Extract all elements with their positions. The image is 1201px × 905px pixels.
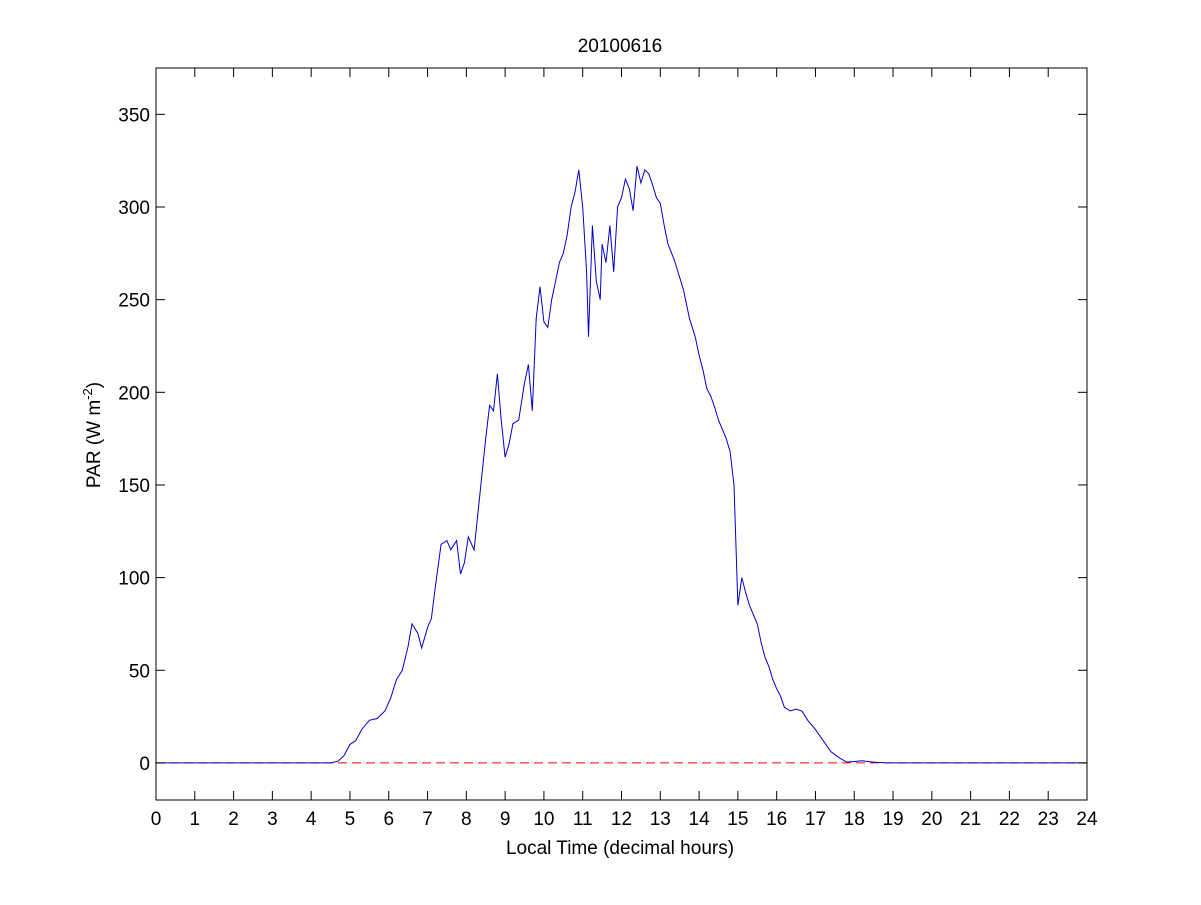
x-tick-label: 15 <box>727 809 748 830</box>
x-tick-label: 17 <box>805 809 826 830</box>
x-tick-label: 5 <box>345 809 356 830</box>
x-tick-label: 8 <box>461 809 472 830</box>
y-axis-label-main: PAR (W m <box>84 400 105 488</box>
x-tick-label: 23 <box>1038 809 1059 830</box>
chart-title: 20100616 <box>578 36 663 57</box>
x-tick-label: 21 <box>960 809 981 830</box>
y-tick-label: 250 <box>118 291 150 312</box>
y-tick-label: 0 <box>139 754 150 775</box>
x-tick-label: 12 <box>611 809 632 830</box>
x-tick-label: 10 <box>533 809 554 830</box>
x-tick-label: 16 <box>766 809 787 830</box>
x-tick-label: 22 <box>999 809 1020 830</box>
par-series-line <box>156 166 1087 764</box>
y-tick-label: 300 <box>118 198 150 219</box>
x-tick-label: 3 <box>267 809 278 830</box>
series-layer <box>156 166 1087 764</box>
y-axis-label-superscript: -2 <box>80 388 95 400</box>
axes-background <box>156 68 1087 800</box>
x-tick-label: 4 <box>306 809 317 830</box>
x-tick-label: 24 <box>1076 809 1098 830</box>
x-tick-label: 2 <box>228 809 239 830</box>
y-tick-label: 350 <box>118 105 150 126</box>
x-tick-label: 7 <box>422 809 433 830</box>
x-tick-label: 20 <box>921 809 942 830</box>
y-axis-label: PAR (W m-2) <box>80 382 105 488</box>
x-tick-label: 6 <box>383 809 394 830</box>
plot-area <box>156 68 1087 800</box>
x-tick-label: 14 <box>689 809 711 830</box>
y-axis-ticks: 0 50 100 150 200 250 300 350 <box>118 105 1087 775</box>
y-tick-label: 200 <box>118 383 150 404</box>
y-axis-label-close: ) <box>84 382 105 388</box>
x-tick-label: 0 <box>151 809 162 830</box>
x-tick-label: 18 <box>844 809 865 830</box>
x-axis-label: Local Time (decimal hours) <box>506 838 734 859</box>
x-tick-label: 11 <box>573 809 593 830</box>
x-tick-label: 1 <box>190 809 201 830</box>
x-tick-label: 9 <box>500 809 511 830</box>
y-tick-label: 150 <box>118 476 150 497</box>
x-tick-label: 13 <box>650 809 671 830</box>
x-tick-label: 19 <box>882 809 903 830</box>
x-axis-ticks: 0 1 2 3 4 5 6 7 8 9 10 11 12 13 14 15 16 17 18 19 20 21 22 23 24 <box>151 68 1098 830</box>
y-tick-label: 50 <box>129 661 150 682</box>
y-tick-label: 100 <box>118 569 150 590</box>
